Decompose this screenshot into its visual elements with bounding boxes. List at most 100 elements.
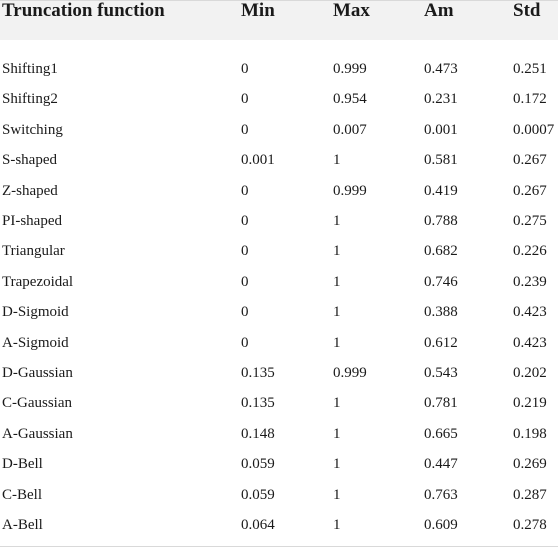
cell-min: 0 bbox=[241, 61, 249, 77]
table-row: D-Sigmoid 0 1 0.388 0.423 bbox=[0, 302, 558, 332]
cell-function: C-Gaussian bbox=[2, 395, 72, 412]
cell-am: 0.231 bbox=[424, 91, 458, 108]
table-row: S-shaped 0.001 1 0.581 0.267 bbox=[0, 150, 558, 180]
header-truncation-function: Truncation function bbox=[2, 0, 165, 21]
cell-am: 0.581 bbox=[424, 152, 458, 169]
cell-max: 1 bbox=[333, 273, 341, 290]
cell-min: 0 bbox=[241, 121, 249, 138]
cell-min: 0 bbox=[241, 334, 249, 351]
cell-am: 0.001 bbox=[424, 121, 458, 138]
cell-min: 0 bbox=[241, 213, 249, 229]
table-row: Shifting1 0 0.999 0.473 0.251 bbox=[0, 59, 558, 89]
cell-std: 0.198 bbox=[513, 425, 547, 442]
cell-min: 0.059 bbox=[241, 456, 275, 473]
cell-std: 0.287 bbox=[513, 486, 547, 503]
table-row: Trapezoidal 0 1 0.746 0.239 bbox=[0, 272, 558, 302]
table-row: Z-shaped 0 0.999 0.419 0.267 bbox=[0, 181, 558, 211]
cell-max: 0.999 bbox=[333, 61, 367, 77]
cell-am: 0.447 bbox=[424, 456, 458, 473]
table-header: Truncation function Min Max Am Std bbox=[0, 0, 558, 40]
table-row: D-Bell 0.059 1 0.447 0.269 bbox=[0, 454, 558, 484]
cell-std: 0.423 bbox=[513, 304, 547, 321]
cell-std: 0.226 bbox=[513, 243, 547, 260]
table-row: C-Gaussian 0.135 1 0.781 0.219 bbox=[0, 393, 558, 423]
table-row: Shifting2 0 0.954 0.231 0.172 bbox=[0, 89, 558, 119]
cell-min: 0.064 bbox=[241, 517, 275, 533]
cell-max: 1 bbox=[333, 486, 341, 503]
cell-am: 0.746 bbox=[424, 273, 458, 290]
cell-am: 0.665 bbox=[424, 425, 458, 442]
cell-max: 1 bbox=[333, 425, 341, 442]
cell-std: 0.423 bbox=[513, 334, 547, 351]
cell-min: 0 bbox=[241, 304, 249, 321]
cell-am: 0.612 bbox=[424, 334, 458, 351]
cell-am: 0.419 bbox=[424, 182, 458, 199]
cell-max: 1 bbox=[333, 243, 341, 260]
cell-max: 1 bbox=[333, 456, 341, 473]
cell-function: D-Gaussian bbox=[2, 365, 73, 381]
cell-max: 1 bbox=[333, 334, 341, 351]
cell-min: 0.001 bbox=[241, 152, 275, 169]
cell-min: 0 bbox=[241, 182, 249, 199]
header-std: Std bbox=[513, 0, 541, 21]
cell-max: 1 bbox=[333, 304, 341, 321]
cell-std: 0.275 bbox=[513, 213, 547, 229]
cell-std: 0.267 bbox=[513, 182, 547, 199]
cell-max: 0.007 bbox=[333, 121, 367, 138]
cell-function: D-Sigmoid bbox=[2, 304, 69, 321]
cell-function: S-shaped bbox=[2, 152, 57, 169]
cell-function: A-Bell bbox=[2, 517, 43, 533]
cell-max: 1 bbox=[333, 152, 341, 169]
cell-std: 0.278 bbox=[513, 517, 547, 533]
table-row: A-Sigmoid 0 1 0.612 0.423 bbox=[0, 333, 558, 363]
cell-am: 0.609 bbox=[424, 517, 458, 533]
table-row: C-Bell 0.059 1 0.763 0.287 bbox=[0, 485, 558, 515]
cell-am: 0.388 bbox=[424, 304, 458, 321]
header-max: Max bbox=[333, 0, 370, 21]
cell-std: 0.269 bbox=[513, 456, 547, 473]
header-min: Min bbox=[241, 0, 275, 21]
cell-max: 0.999 bbox=[333, 182, 367, 199]
cell-am: 0.788 bbox=[424, 213, 458, 229]
cell-min: 0.135 bbox=[241, 365, 275, 381]
cell-max: 1 bbox=[333, 395, 341, 412]
cell-function: A-Gaussian bbox=[2, 425, 73, 442]
header-am: Am bbox=[424, 0, 454, 21]
table-row: A-Bell 0.064 1 0.609 0.278 bbox=[0, 515, 558, 545]
cell-std: 0.239 bbox=[513, 273, 547, 290]
cell-std: 0.219 bbox=[513, 395, 547, 412]
cell-max: 1 bbox=[333, 517, 341, 533]
cell-max: 0.999 bbox=[333, 365, 367, 381]
table-row: PI-shaped 0 1 0.788 0.275 bbox=[0, 211, 558, 241]
cell-max: 1 bbox=[333, 213, 341, 229]
table-row: Triangular 0 1 0.682 0.226 bbox=[0, 241, 558, 271]
cell-std: 0.0007 bbox=[513, 121, 555, 138]
table-row: A-Gaussian 0.148 1 0.665 0.198 bbox=[0, 424, 558, 454]
cell-am: 0.473 bbox=[424, 61, 458, 77]
cell-function: A-Sigmoid bbox=[2, 334, 69, 351]
cell-min: 0.148 bbox=[241, 425, 275, 442]
cell-am: 0.763 bbox=[424, 486, 458, 503]
cell-std: 0.202 bbox=[513, 365, 547, 381]
cell-function: PI-shaped bbox=[2, 213, 62, 229]
cell-function: Shifting2 bbox=[2, 91, 58, 108]
cell-max: 0.954 bbox=[333, 91, 367, 108]
top-rule bbox=[0, 0, 558, 1]
cell-function: Trapezoidal bbox=[2, 273, 74, 290]
cell-am: 0.543 bbox=[424, 365, 458, 381]
table-row: Switching 0 0.007 0.001 0.0007 bbox=[0, 120, 558, 150]
cell-function: Switching bbox=[2, 121, 63, 138]
cell-function: Triangular bbox=[2, 243, 65, 260]
cell-min: 0.059 bbox=[241, 486, 275, 503]
cell-am: 0.682 bbox=[424, 243, 458, 260]
cell-min: 0 bbox=[241, 243, 249, 260]
cell-min: 0 bbox=[241, 91, 249, 108]
cell-min: 0.135 bbox=[241, 395, 275, 412]
cell-function: D-Bell bbox=[2, 456, 43, 473]
cell-function: Shifting1 bbox=[2, 61, 58, 77]
cell-min: 0 bbox=[241, 273, 249, 290]
cell-am: 0.781 bbox=[424, 395, 458, 412]
cell-function: Z-shaped bbox=[2, 182, 58, 199]
cell-function: C-Bell bbox=[2, 486, 42, 503]
